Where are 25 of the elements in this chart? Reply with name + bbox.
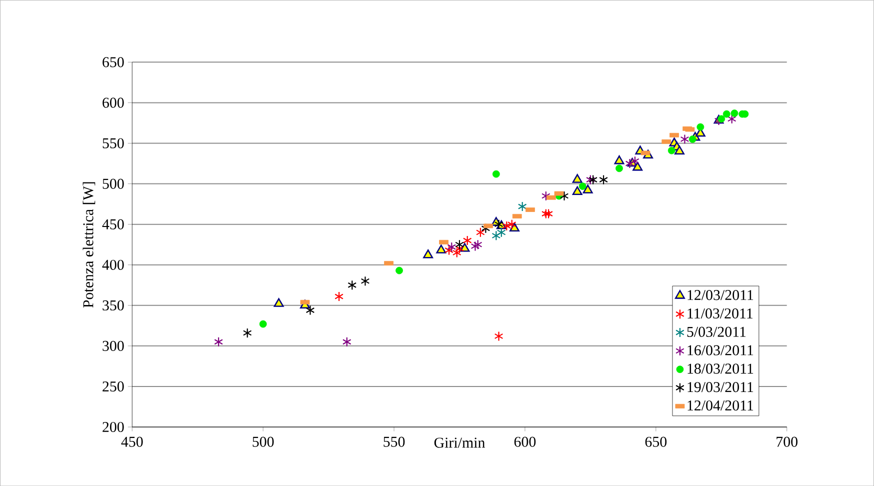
y-tick-label: 200 <box>102 422 124 432</box>
legend-label: 12/03/2011 <box>688 290 754 300</box>
y-tick-label: 600 <box>102 98 124 108</box>
x-tick-label: 700 <box>776 436 798 447</box>
legend-label: 18/03/2011 <box>688 364 754 374</box>
x-tick-label: 450 <box>121 436 143 447</box>
legend-label: 12/04/2011 <box>688 400 754 410</box>
y-tick-label: 350 <box>102 300 124 310</box>
y-tick-label: 250 <box>102 381 124 392</box>
x-tick-label: 650 <box>645 436 667 447</box>
x-tick-label: 500 <box>252 436 274 447</box>
legend-label: 19/03/2011 <box>688 382 754 392</box>
legend-label: 5/03/2011 <box>687 326 746 337</box>
y-tick-label: 550 <box>102 138 124 148</box>
y-tick-label: 650 <box>102 57 124 68</box>
legend-label: 16/03/2011 <box>688 345 754 356</box>
x-axis-title: Giri/min <box>434 438 486 448</box>
y-tick-label: 450 <box>102 219 124 230</box>
legend-label: 11/03/2011 <box>688 308 752 318</box>
x-tick-label: 600 <box>514 436 536 447</box>
y-tick-label: 300 <box>102 340 124 351</box>
y-axis-title: Potenza elettrica [W] <box>82 182 96 308</box>
y-tick-label: 500 <box>102 178 124 189</box>
y-tick-label: 400 <box>102 260 124 270</box>
x-tick-label: 550 <box>384 436 405 447</box>
